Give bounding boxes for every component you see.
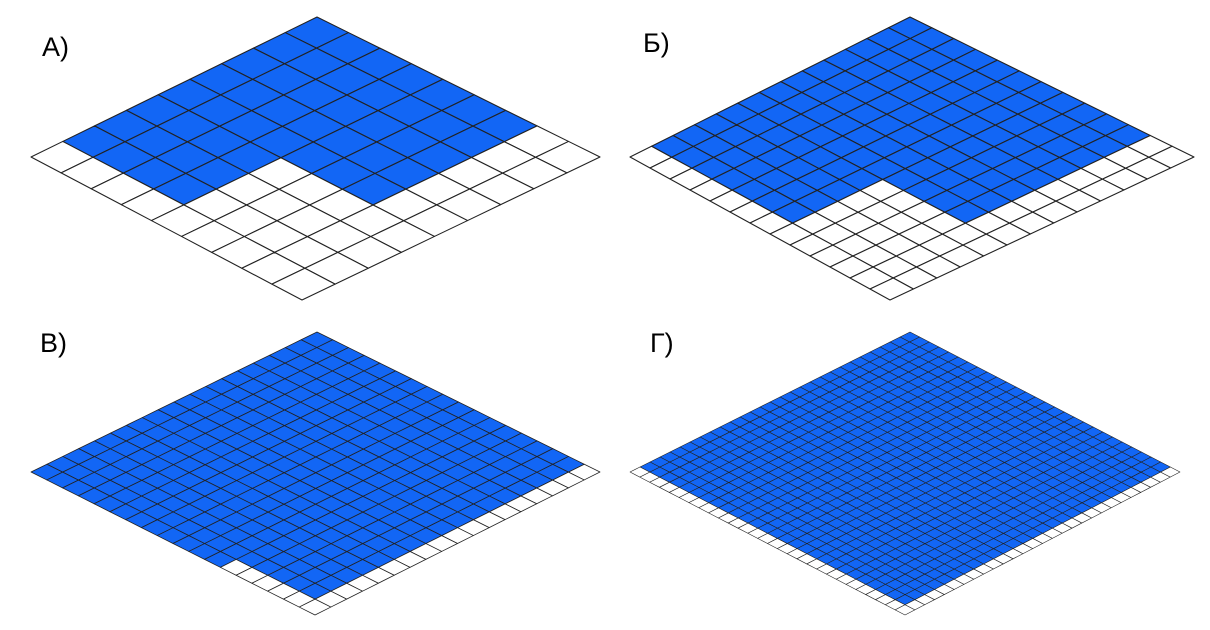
panel-a-grid (30, 16, 601, 301)
empty-cell (894, 604, 916, 616)
panel-d: Г) (605, 315, 1210, 630)
panel-d-grid (629, 331, 1181, 616)
panel-c-label: В) (40, 328, 67, 358)
empty-cell (298, 598, 332, 616)
empty-cell (869, 277, 914, 301)
panel-c: В) (0, 315, 605, 630)
panel-b-label: Б) (643, 28, 670, 58)
panel-d-label: Г) (650, 328, 674, 358)
panel-a-label: А) (42, 32, 69, 62)
panel-b-grid (629, 16, 1195, 301)
panel-a: А) (0, 0, 605, 315)
panel-c-grid (30, 331, 601, 616)
panel-b: Б) (605, 0, 1210, 315)
empty-cell (271, 267, 336, 301)
